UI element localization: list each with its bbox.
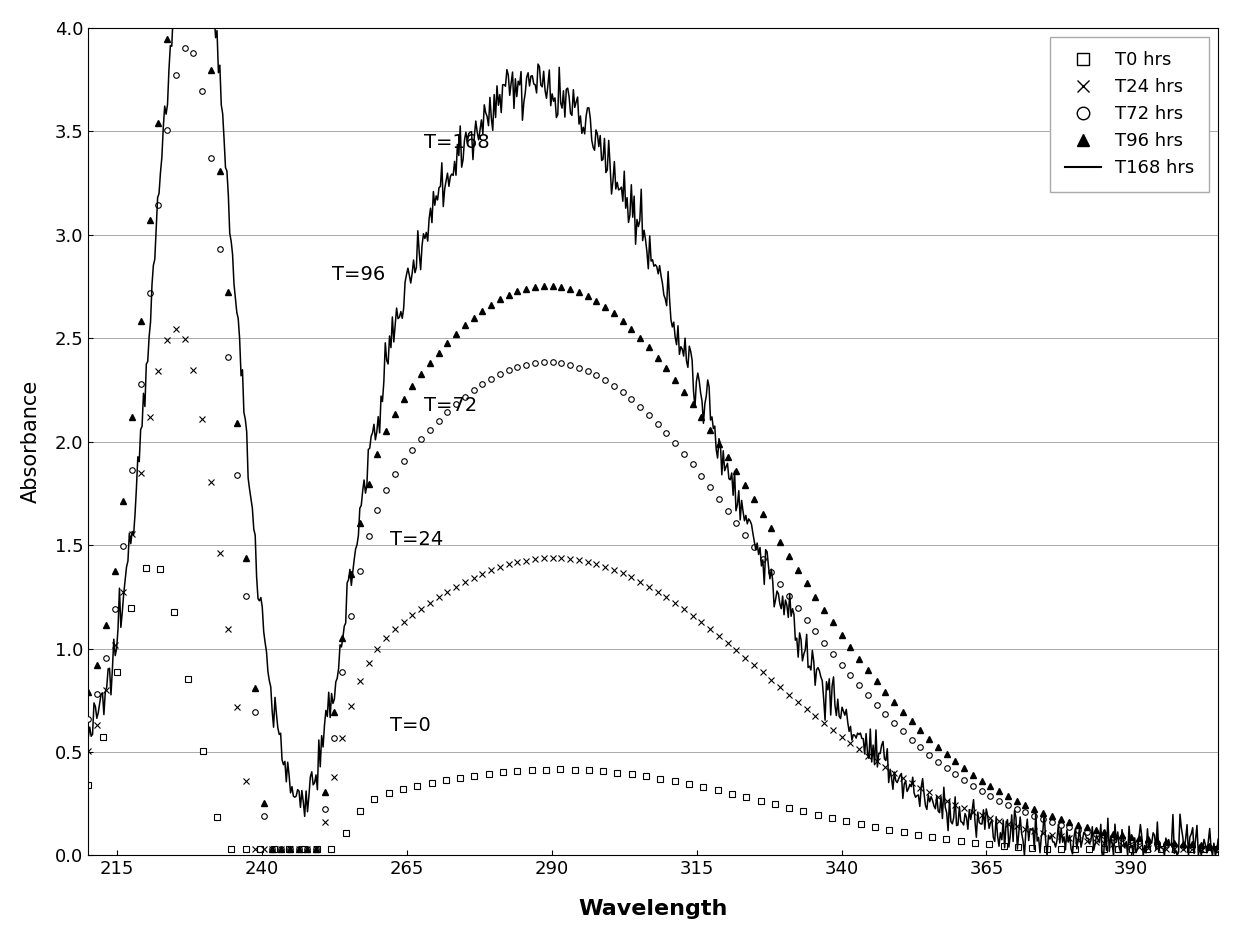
- Text: T=0: T=0: [389, 716, 430, 735]
- Text: T=96: T=96: [332, 265, 385, 284]
- Legend: T0 hrs, T24 hrs, T72 hrs, T96 hrs, T168 hrs: T0 hrs, T24 hrs, T72 hrs, T96 hrs, T168 …: [1051, 37, 1209, 192]
- Y-axis label: Absorbance: Absorbance: [21, 380, 41, 503]
- X-axis label: Wavelength: Wavelength: [579, 900, 729, 919]
- Text: T=24: T=24: [389, 530, 442, 549]
- Text: T=168: T=168: [425, 133, 489, 152]
- Text: T=72: T=72: [425, 396, 478, 415]
